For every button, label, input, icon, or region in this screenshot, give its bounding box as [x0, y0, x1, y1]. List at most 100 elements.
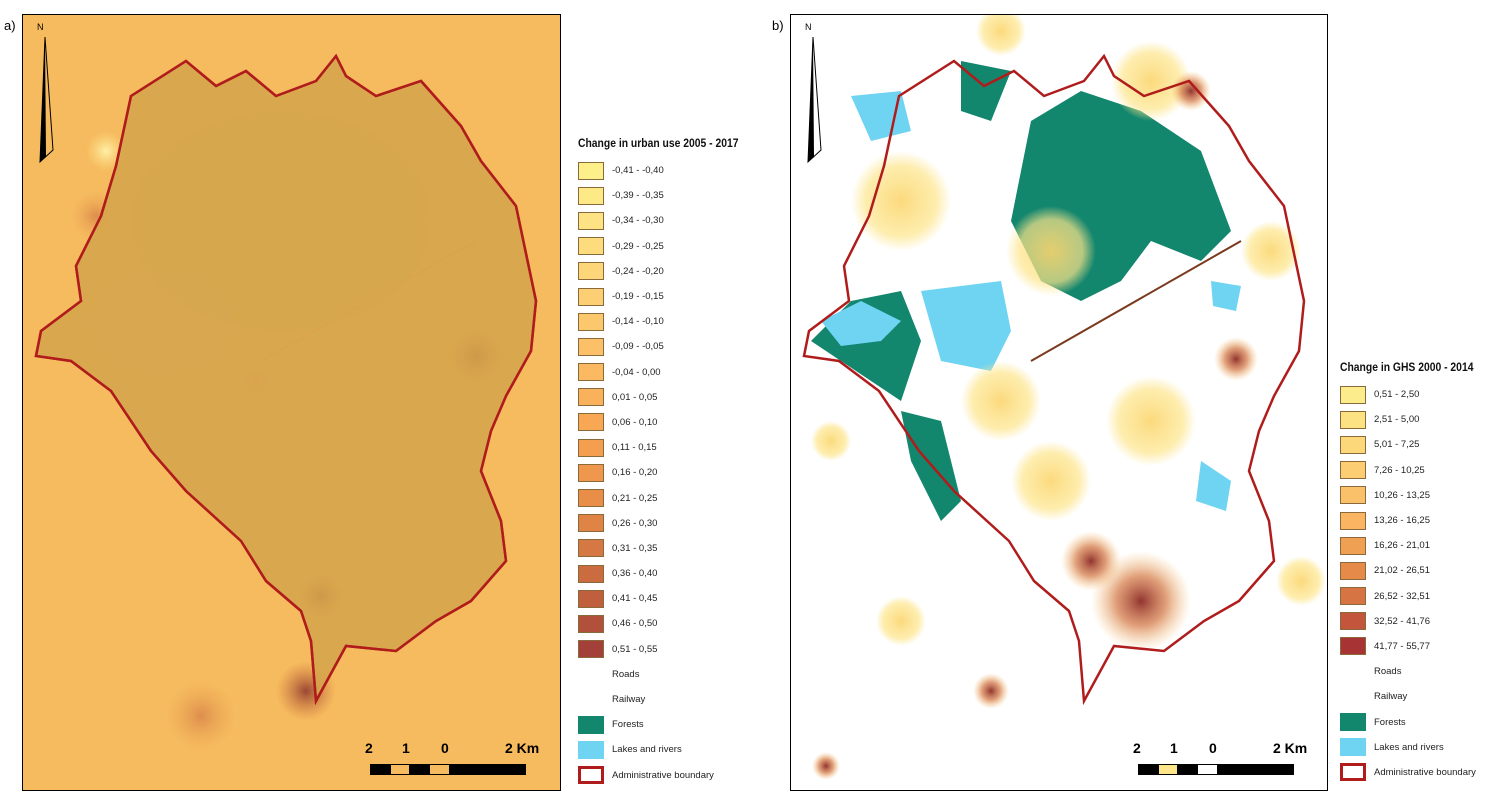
legend-class: 10,26 - 13,25 [1340, 483, 1488, 508]
legend-label: 0,51 - 2,50 [1374, 389, 1420, 401]
legend-class: -0,24 - -0,20 [578, 259, 756, 284]
legend-a-title: Change in urban use 2005 - 2017 [578, 138, 739, 150]
legend-layer: Administrative boundary [1340, 760, 1488, 785]
legend-label: Forests [612, 719, 644, 731]
legend-label: Lakes and rivers [612, 744, 682, 756]
legend-label: 5,01 - 7,25 [1374, 439, 1420, 451]
legend-class: -0,39 - -0,35 [578, 183, 756, 208]
legend-label: 0,21 - 0,25 [612, 492, 658, 504]
scale-bar-a [370, 764, 526, 775]
legend-label: Roads [612, 668, 640, 680]
legend-label: 0,41 - 0,45 [612, 593, 658, 605]
legend-swatch [1340, 663, 1366, 681]
legend-swatch [578, 665, 604, 683]
legend-class: 16,26 - 21,01 [1340, 533, 1488, 558]
legend-label: 16,26 - 21,01 [1374, 540, 1430, 552]
legend-swatch [1340, 612, 1366, 631]
legend-class: 26,52 - 32,51 [1340, 584, 1488, 609]
legend-swatch [578, 262, 604, 281]
legend-label: Forests [1374, 716, 1406, 728]
scale-a-mid: 1 [402, 740, 410, 756]
legend-class: 7,26 - 10,25 [1340, 458, 1488, 483]
legend-class: 0,01 - 0,05 [578, 385, 756, 410]
administrative-boundary-a [34, 53, 538, 706]
map-a-canvas [34, 53, 538, 751]
legend-swatch [578, 388, 604, 407]
legend-swatch [578, 363, 604, 382]
legend-label: Roads [1374, 666, 1402, 678]
legend-class: -0,14 - -0,10 [578, 309, 756, 334]
legend-label: Administrative boundary [1374, 766, 1476, 778]
legend-class: -0,41 - -0,40 [578, 158, 756, 183]
legend-swatch [578, 463, 604, 482]
legend-layer: Lakes and rivers [578, 737, 756, 762]
legend-swatch [1340, 738, 1366, 757]
legend-swatch [578, 740, 604, 759]
legend-label: -0,19 - -0,15 [612, 291, 664, 303]
legend-label: 0,26 - 0,30 [612, 517, 658, 529]
legend-swatch [1340, 385, 1366, 404]
scale-bar-b [1138, 764, 1294, 775]
legend-a: Change in urban use 2005 - 2017 -0,41 - … [578, 138, 756, 788]
legend-class: 0,41 - 0,45 [578, 586, 756, 611]
north-arrow-icon [39, 36, 54, 164]
legend-class: 0,21 - 0,25 [578, 485, 756, 510]
legend-class: 41,77 - 55,77 [1340, 634, 1488, 659]
legend-class: -0,04 - 0,00 [578, 360, 756, 385]
legend-swatch [1340, 511, 1366, 530]
legend-label: 21,02 - 26,51 [1374, 565, 1430, 577]
legend-swatch [1340, 763, 1366, 782]
legend-swatch [578, 438, 604, 457]
legend-layer: Administrative boundary [578, 763, 756, 788]
map-b[interactable] [790, 14, 1328, 791]
legend-class: 0,11 - 0,15 [578, 435, 756, 460]
map-a[interactable] [22, 14, 561, 791]
administrative-boundary-b [802, 53, 1306, 706]
scale-a-zero: 0 [441, 740, 449, 756]
panel-a-label: a) [4, 18, 16, 33]
scale-b-zero: 0 [1209, 740, 1217, 756]
legend-label: Lakes and rivers [1374, 741, 1444, 753]
legend-label: -0,24 - -0,20 [612, 265, 664, 277]
legend-label: 2,51 - 5,00 [1374, 414, 1420, 426]
legend-class: -0,09 - -0,05 [578, 334, 756, 359]
legend-layer: Railway [1340, 684, 1488, 709]
legend-swatch [578, 337, 604, 356]
scale-b-right: 2 Km [1273, 740, 1308, 756]
legend-label: -0,41 - -0,40 [612, 165, 664, 177]
legend-layer: Railway [578, 687, 756, 712]
legend-swatch [1340, 637, 1366, 656]
legend-label: 41,77 - 55,77 [1374, 640, 1430, 652]
legend-label: 0,16 - 0,20 [612, 467, 658, 479]
legend-swatch [578, 614, 604, 633]
legend-label: -0,09 - -0,05 [612, 341, 664, 353]
legend-label: -0,39 - -0,35 [612, 190, 664, 202]
legend-label: 10,26 - 13,25 [1374, 489, 1430, 501]
legend-class: 13,26 - 16,25 [1340, 508, 1488, 533]
legend-swatch [578, 691, 604, 709]
scale-a-right: 2 Km [505, 740, 540, 756]
legend-class: -0,29 - -0,25 [578, 234, 756, 259]
legend-swatch [578, 489, 604, 508]
map-b-canvas [802, 15, 1326, 780]
legend-label: 32,52 - 41,76 [1374, 615, 1430, 627]
legend-b-title: Change in GHS 2000 - 2014 [1340, 362, 1474, 374]
legend-layer: Forests [1340, 709, 1488, 734]
legend-swatch [578, 237, 604, 256]
north-label: N [37, 22, 44, 32]
legend-swatch [1340, 587, 1366, 606]
panel-b-label: b) [772, 18, 784, 33]
legend-label: 0,31 - 0,35 [612, 542, 658, 554]
legend-label: 26,52 - 32,51 [1374, 590, 1430, 602]
legend-label: 0,01 - 0,05 [612, 391, 658, 403]
legend-label: Administrative boundary [612, 769, 714, 781]
legend-class: 0,26 - 0,30 [578, 511, 756, 536]
legend-label: 0,11 - 0,15 [612, 442, 657, 454]
legend-swatch [578, 766, 604, 785]
scale-a-left: 2 [365, 740, 373, 756]
legend-swatch [1340, 561, 1366, 580]
legend-class: 21,02 - 26,51 [1340, 558, 1488, 583]
legend-swatch [578, 589, 604, 608]
legend-class: 2,51 - 5,00 [1340, 407, 1488, 432]
scale-b-left: 2 [1133, 740, 1141, 756]
